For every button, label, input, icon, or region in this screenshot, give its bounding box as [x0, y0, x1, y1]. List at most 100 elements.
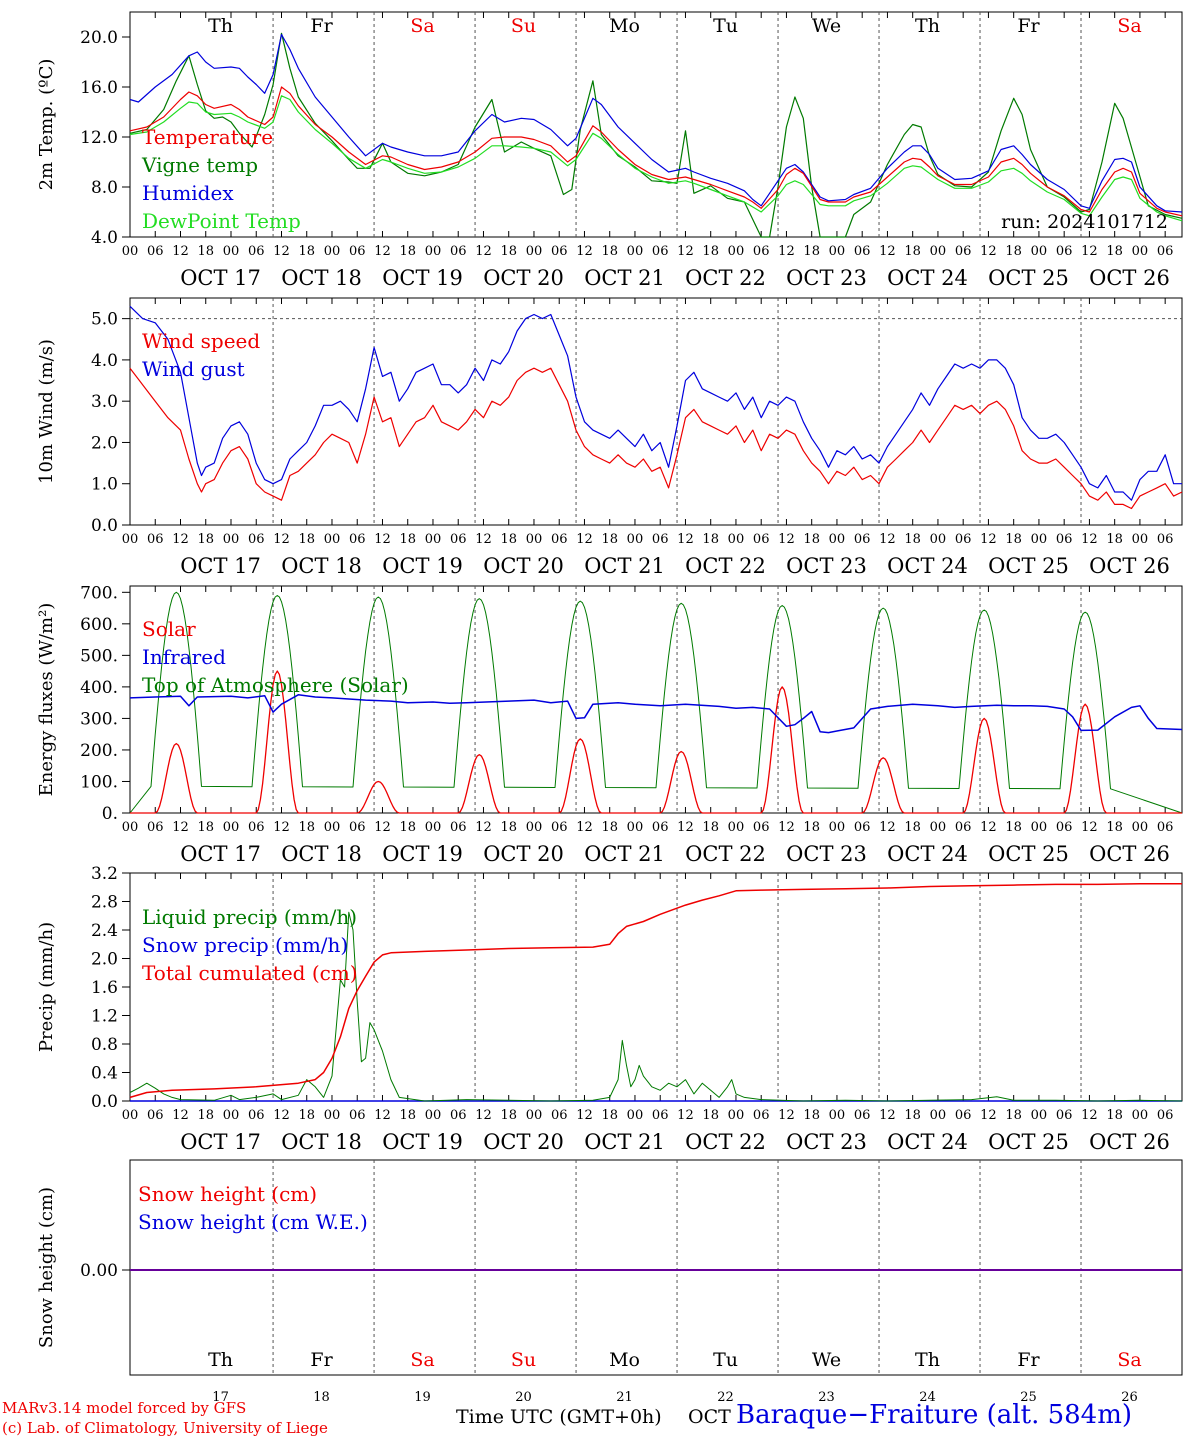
- weekday-label: We: [812, 15, 841, 37]
- date-label: OCT 19: [382, 1130, 463, 1154]
- day-number-label: 20: [515, 1390, 532, 1405]
- panel-frame-5: [129, 1159, 1183, 1376]
- hour-tick-label: 12: [778, 820, 795, 835]
- hour-tick-label: 12: [475, 1108, 492, 1123]
- temp-series-line: [129, 95, 1183, 222]
- hour-tick-label: 18: [1106, 820, 1123, 835]
- hour-tick-label: 12: [677, 244, 694, 259]
- hour-tick-label: 06: [652, 532, 669, 547]
- hour-tick-label: 18: [1106, 1108, 1123, 1123]
- hour-tick-label: 18: [298, 244, 315, 259]
- hour-tick-label: 18: [500, 1108, 517, 1123]
- hour-tick-label: 18: [197, 820, 214, 835]
- hour-tick-label: 00: [122, 1108, 139, 1123]
- y-tick-label: 20.0: [80, 28, 118, 48]
- hour-tick-label: 00: [122, 532, 139, 547]
- date-label: OCT 21: [584, 842, 665, 866]
- hour-tick-label: 06: [349, 1108, 366, 1123]
- y-tick-label: 2.0: [91, 433, 118, 453]
- precip-series-line: [129, 882, 1182, 1099]
- y-tick-label: 600.: [80, 615, 118, 635]
- day-number-label: 19: [414, 1390, 431, 1405]
- hour-tick-label: 06: [854, 820, 871, 835]
- hour-tick-label: 00: [829, 244, 846, 259]
- hour-tick-label: 00: [627, 532, 644, 547]
- y-tick-label: 1.6: [91, 978, 118, 998]
- hour-tick-label: 12: [576, 244, 593, 259]
- hour-tick-label: 18: [399, 244, 416, 259]
- date-label: OCT 17: [180, 554, 261, 578]
- hour-tick-label: 18: [803, 820, 820, 835]
- hour-tick-label: 06: [147, 244, 164, 259]
- hour-tick-label: 00: [930, 244, 947, 259]
- hour-tick-label: 18: [197, 532, 214, 547]
- hour-tick-label: 00: [728, 820, 745, 835]
- hour-tick-label: 06: [1157, 820, 1174, 835]
- hour-tick-label: 06: [450, 532, 467, 547]
- hour-tick-label: 06: [551, 1108, 568, 1123]
- date-label: OCT 17: [180, 266, 261, 290]
- hour-tick-label: 00: [627, 820, 644, 835]
- hour-tick-label: 12: [879, 532, 896, 547]
- credit-line-1: MARv3.14 model forced by GFS: [2, 1399, 247, 1417]
- hour-tick-label: 18: [197, 244, 214, 259]
- hour-tick-label: 06: [1157, 532, 1174, 547]
- hour-tick-label: 06: [955, 820, 972, 835]
- hour-tick-label: 00: [1031, 244, 1048, 259]
- date-label: OCT 21: [584, 1130, 665, 1154]
- hour-tick-label: 12: [879, 244, 896, 259]
- hour-tick-label: 06: [753, 532, 770, 547]
- hour-tick-label: 00: [930, 820, 947, 835]
- hour-tick-label: 00: [1031, 820, 1048, 835]
- hour-tick-label: 06: [450, 244, 467, 259]
- weekday-label: Fr: [310, 1349, 333, 1371]
- y-tick-label: 12.0: [80, 128, 118, 148]
- day-number-label: 22: [717, 1390, 734, 1405]
- date-label: OCT 20: [483, 266, 564, 290]
- y-tick-label: 1.2: [91, 1007, 118, 1027]
- hour-tick-label: 18: [904, 532, 921, 547]
- hour-tick-label: 06: [248, 1108, 265, 1123]
- hour-tick-label: 06: [147, 820, 164, 835]
- date-label: OCT 25: [988, 842, 1069, 866]
- y-tick-label: 0.: [102, 804, 118, 824]
- hour-tick-label: 12: [778, 1108, 795, 1123]
- hour-tick-label: 12: [374, 1108, 391, 1123]
- hour-tick-label: 12: [980, 820, 997, 835]
- hour-tick-label: 00: [627, 1108, 644, 1123]
- y-axis-title: Snow height (cm): [36, 1187, 57, 1348]
- x-axis-label: Time UTC (GMT+0h): [456, 1406, 662, 1428]
- day-number-label: 26: [1121, 1390, 1138, 1405]
- date-label: OCT 21: [584, 554, 665, 578]
- hour-tick-label: 12: [273, 244, 290, 259]
- hour-tick-label: 06: [1056, 244, 1073, 259]
- hour-tick-label: 00: [1132, 532, 1149, 547]
- date-label: OCT 18: [281, 842, 362, 866]
- hour-tick-label: 12: [980, 244, 997, 259]
- hour-tick-label: 12: [172, 532, 189, 547]
- hour-tick-label: 18: [1005, 820, 1022, 835]
- hour-tick-label: 06: [652, 1108, 669, 1123]
- hour-tick-label: 06: [349, 820, 366, 835]
- date-label: OCT 19: [382, 554, 463, 578]
- hour-tick-label: 00: [930, 532, 947, 547]
- weekday-label: Tu: [713, 15, 738, 37]
- legend-item: Liquid precip (mm/h): [142, 905, 357, 929]
- wind-series-line: [129, 367, 1183, 510]
- hour-tick-label: 12: [1081, 532, 1098, 547]
- legend-item: Solar: [142, 617, 196, 641]
- date-label: OCT 20: [483, 842, 564, 866]
- y-tick-label: 4.0: [91, 351, 118, 371]
- hour-tick-label: 06: [248, 244, 265, 259]
- hour-tick-label: 12: [1081, 820, 1098, 835]
- date-label: OCT 23: [786, 554, 867, 578]
- y-tick-label: 8.0: [91, 178, 118, 198]
- legend-item: Wind gust: [142, 357, 245, 381]
- date-label: OCT 19: [382, 842, 463, 866]
- hour-tick-label: 18: [601, 1108, 618, 1123]
- day-number-label: 17: [212, 1390, 229, 1405]
- y-tick-label: 4.0: [91, 228, 118, 248]
- hour-tick-label: 00: [122, 244, 139, 259]
- y-tick-label: 0.0: [91, 1092, 118, 1112]
- hour-tick-label: 06: [955, 532, 972, 547]
